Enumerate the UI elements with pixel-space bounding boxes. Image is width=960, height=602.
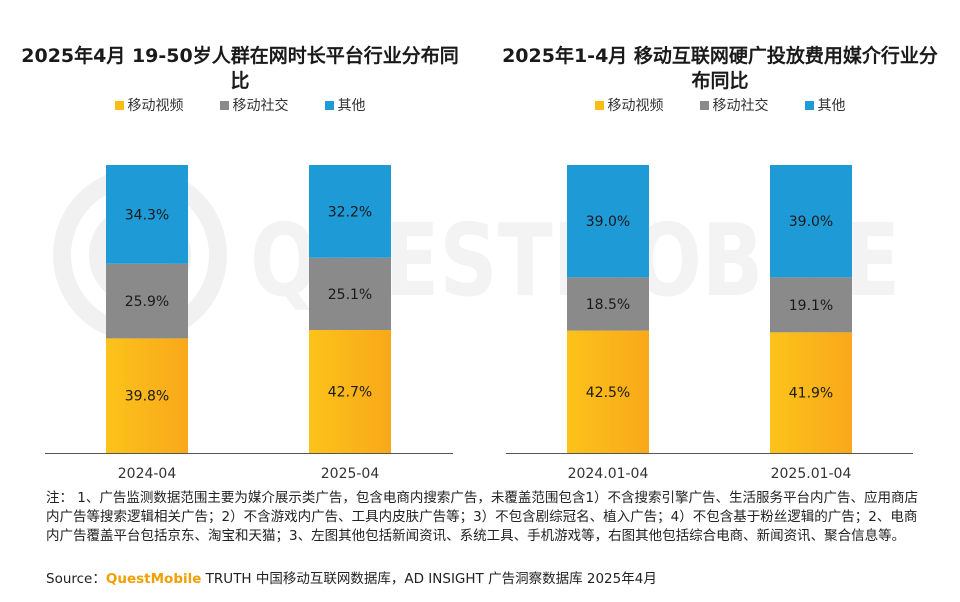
data-label-video: 42.5% <box>586 385 630 401</box>
data-label-social: 18.5% <box>586 297 630 313</box>
bar-segment-video <box>567 330 649 453</box>
legend-label: 其他 <box>337 98 366 114</box>
legend-swatch-video <box>114 100 124 110</box>
source-brand: QuestMobile <box>105 571 202 587</box>
source-prefix: Source： <box>46 571 106 587</box>
legend-item-video: 移动视频 <box>594 95 664 115</box>
source-line: Source：QuestMobile TRUTH 中国移动互联网数据库，AD I… <box>46 567 657 587</box>
data-label-video: 39.8% <box>125 389 169 405</box>
legend-swatch-social <box>699 100 709 110</box>
data-label-video: 41.9% <box>789 386 833 402</box>
legend-label: 移动社交 <box>712 98 769 114</box>
x-tick-label: 2024.01-04 <box>568 466 649 482</box>
source-text: TRUTH 中国移动互联网数据库，AD INSIGHT 广告洞察数据库 2025… <box>201 571 657 587</box>
x-tick-label: 2024-04 <box>118 466 177 482</box>
data-label-other: 34.3% <box>125 207 169 223</box>
legend-item-video: 移动视频 <box>114 95 184 115</box>
bar-segment-other <box>309 165 391 258</box>
legend: 移动视频 移动社交 其他 <box>480 95 960 115</box>
legend-label: 移动视频 <box>607 98 664 114</box>
chart-left: 2025年4月 19-50岁人群在网时长平台行业分布同比 移动视频 移动社交 其… <box>0 0 480 490</box>
legend-swatch-video <box>594 100 604 110</box>
bar-segment-social <box>567 277 649 331</box>
chart-title: 2025年4月 19-50岁人群在网时长平台行业分布同比 <box>21 45 459 92</box>
data-label-video: 42.7% <box>328 385 372 401</box>
legend-item-social: 移动社交 <box>699 95 769 115</box>
legend-item-other: 其他 <box>324 95 366 115</box>
legend-swatch-other <box>324 100 334 110</box>
bar-segment-social <box>770 277 852 333</box>
bar-segment-video <box>106 338 188 453</box>
footnote: 注： 1、广告监测数据范围主要为媒介展示类广告，包含电商内搜索广告，未覆盖范围包… <box>46 489 926 546</box>
x-tick-label: 2025.01-04 <box>771 466 852 482</box>
data-label-social: 19.1% <box>789 298 833 314</box>
bar-segment-other <box>106 165 188 264</box>
legend-swatch-other <box>804 100 814 110</box>
bar-segment-video <box>770 332 852 453</box>
data-label-social: 25.1% <box>328 287 372 303</box>
bar-segment-video <box>309 330 391 453</box>
chart-title: 2025年1-4月 移动互联网硬广投放费用媒介行业分布同比 <box>502 45 938 92</box>
data-label-other: 39.0% <box>789 214 833 230</box>
legend-swatch-social <box>219 100 229 110</box>
legend: 移动视频 移动社交 其他 <box>0 95 480 115</box>
bar-segment-social <box>309 257 391 331</box>
chart-right: 2025年1-4月 移动互联网硬广投放费用媒介行业分布同比 移动视频 移动社交 … <box>480 0 960 490</box>
legend-label: 其他 <box>817 98 846 114</box>
data-label-other: 32.2% <box>328 204 372 220</box>
bar-segment-other <box>770 165 852 278</box>
bar-segment-other <box>567 165 649 278</box>
chart-plot: 42.5% 18.5% 39.0% 2024.01-04 41.9% 19.1% 39.0%… <box>506 165 913 482</box>
legend-label: 移动视频 <box>127 98 184 114</box>
footnote-text: 注： 1、广告监测数据范围主要为媒介展示类广告，包含电商内搜索广告，未覆盖范围包… <box>46 490 918 544</box>
legend-item-social: 移动社交 <box>219 95 289 115</box>
legend-item-other: 其他 <box>804 95 846 115</box>
legend-label: 移动社交 <box>232 98 289 114</box>
data-label-social: 25.9% <box>125 294 169 310</box>
bar-segment-social <box>106 263 188 339</box>
chart-plot: 39.8% 25.9% 34.3% 2024-04 42.7% 25.1% 32.2% 202… <box>45 165 453 482</box>
data-label-other: 39.0% <box>586 214 630 230</box>
x-tick-label: 2025-04 <box>321 466 380 482</box>
